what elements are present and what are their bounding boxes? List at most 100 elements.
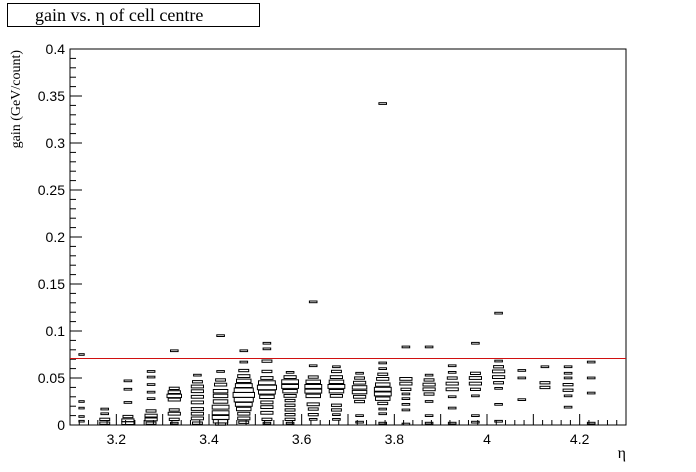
y-tick-label: 0.3 — [46, 135, 66, 151]
histogram-box — [307, 375, 319, 379]
histogram-box — [423, 392, 435, 396]
histogram-box — [214, 382, 228, 387]
histogram-box — [190, 384, 205, 389]
histogram-box — [332, 365, 341, 369]
histogram-box — [517, 398, 527, 401]
histogram-box — [492, 369, 506, 374]
histogram-box — [308, 418, 318, 421]
histogram-box — [281, 384, 300, 389]
histogram-box — [122, 414, 134, 419]
histogram-box — [375, 382, 391, 387]
histogram-box — [260, 376, 274, 380]
histogram-box — [447, 395, 457, 399]
histogram-box — [354, 399, 366, 404]
histogram-box — [256, 384, 277, 391]
histogram-box — [146, 397, 156, 400]
y-tick-label: 0.15 — [38, 276, 65, 292]
histogram-box — [331, 403, 342, 407]
histogram-box — [563, 394, 573, 398]
histogram-box — [539, 385, 551, 390]
histogram-box — [468, 376, 482, 380]
x-tick-label: 3.6 — [292, 431, 312, 447]
histogram-box — [305, 393, 321, 399]
histogram-box — [258, 389, 276, 395]
histogram-box — [563, 376, 573, 380]
histogram-box — [238, 420, 250, 424]
histogram-box — [78, 353, 85, 356]
histogram-box — [586, 360, 596, 364]
histogram-box — [375, 396, 391, 401]
histogram-box — [262, 347, 272, 351]
histogram-box — [285, 371, 295, 374]
histogram-box — [211, 415, 230, 420]
histogram-box — [258, 380, 276, 386]
histogram-box — [233, 396, 254, 403]
histogram-box — [305, 379, 321, 385]
histogram-box — [304, 384, 323, 389]
histogram-box — [190, 411, 205, 416]
histogram-box — [446, 376, 458, 380]
histogram-box — [167, 390, 181, 395]
histogram-box — [146, 370, 156, 373]
histogram-box — [166, 393, 182, 399]
histogram-box — [190, 416, 205, 421]
histogram-box — [285, 421, 295, 425]
y-tick-label: 0.1 — [46, 323, 66, 339]
histogram-box — [494, 419, 503, 423]
x-axis: 3.2 3.4 3.6 3.8 4 4.2 — [78, 414, 627, 447]
histogram-box — [424, 421, 434, 425]
histogram-box — [378, 412, 387, 416]
histogram-box — [492, 375, 506, 380]
histogram-box — [282, 389, 298, 394]
histogram-box — [422, 387, 436, 392]
histogram-box — [284, 417, 296, 422]
histogram-box — [422, 382, 436, 387]
histogram-box — [100, 407, 110, 411]
histogram-box — [146, 383, 156, 386]
histogram-box — [168, 417, 180, 422]
histogram-box — [328, 379, 345, 385]
histogram-box — [329, 375, 343, 380]
histogram-box — [400, 387, 412, 392]
histogram-box — [121, 421, 135, 426]
histogram-box — [145, 409, 157, 413]
histogram-box — [190, 394, 205, 399]
histogram-box — [401, 408, 411, 412]
histogram-box — [517, 376, 527, 380]
histogram-box — [284, 403, 296, 407]
histogram-box — [190, 389, 205, 394]
histogram-box — [283, 394, 297, 398]
histogram-box — [261, 359, 273, 363]
histogram-box — [586, 421, 596, 425]
histogram-box — [494, 359, 503, 363]
histogram-box — [260, 410, 274, 415]
histogram-box — [193, 373, 202, 377]
histogram-box — [236, 378, 252, 384]
histogram-box — [146, 375, 156, 379]
histogram-box — [378, 102, 387, 105]
histogram-box — [262, 421, 272, 425]
histogram-box — [308, 300, 318, 304]
histogram-box — [424, 400, 434, 403]
histogram-box — [234, 383, 253, 389]
histogram-box — [144, 413, 158, 418]
histogram-box — [447, 406, 457, 410]
histogram-box — [262, 341, 272, 345]
histogram-box — [563, 405, 573, 409]
histogram-box — [354, 376, 366, 380]
histogram-box — [234, 401, 253, 407]
histogram-box — [468, 381, 482, 386]
histogram-box — [308, 364, 318, 368]
chart-title: gain vs. η of cell centre — [7, 3, 260, 27]
histogram-box — [259, 394, 275, 400]
histogram-box — [355, 420, 364, 424]
histogram-box — [355, 371, 364, 375]
histogram-box — [281, 379, 300, 385]
histogram-box — [261, 417, 273, 422]
y-tick-label: 0.4 — [46, 41, 66, 57]
histogram-box — [100, 412, 110, 416]
histogram-box — [517, 369, 527, 372]
histogram-box — [401, 397, 411, 400]
histogram-box — [123, 401, 133, 404]
y-tick-label: 0 — [57, 417, 65, 433]
